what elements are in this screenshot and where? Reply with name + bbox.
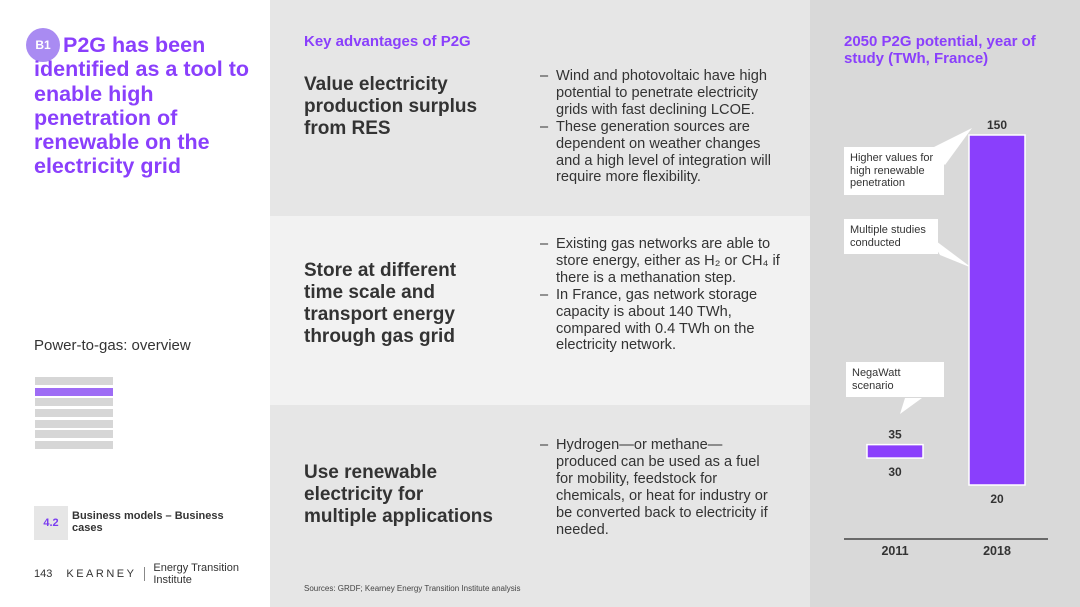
nav-bar-6[interactable]: [35, 430, 113, 439]
callout-higher-values: Higher values for high renewable penetra…: [844, 147, 944, 195]
advantage-point: Wind and photovoltaic have high potentia…: [540, 68, 780, 119]
advantage-title-1: Value electricity production surplus fro…: [304, 74, 478, 139]
advantage-title-3: Use renewable electricity for multiple a…: [304, 462, 493, 527]
callout-negawatt: NegaWatt scenario: [846, 362, 944, 397]
callout-pointer-negawatt: [900, 398, 922, 414]
advantage-point: In France, gas network storage capacity …: [540, 287, 780, 355]
left-panel: B1 P2G has been identified as a tool to …: [0, 0, 270, 607]
bar-2018: [968, 134, 1026, 486]
chart-panel: 2050 P2G potential, year of study (TWh, …: [810, 0, 1080, 607]
page-number: 143: [34, 568, 53, 580]
section-badge: B1: [26, 28, 60, 62]
advantage-title-2: Store at different time scale and transp…: [304, 260, 457, 347]
advantage-point: Existing gas networks are able to store …: [540, 236, 780, 287]
advantage-point: These generation sources are dependent o…: [540, 119, 780, 187]
nav-bar-1[interactable]: [35, 377, 113, 385]
footer: 143 KEARNEY Energy Transition Institute: [34, 562, 270, 586]
nav-bar-5[interactable]: [35, 419, 113, 428]
sources-note: Sources: GRDF; Kearney Energy Transition…: [304, 584, 521, 593]
nav-bar-3[interactable]: [35, 398, 113, 407]
footer-divider: [144, 567, 146, 581]
bar-label-low-2011: 30: [888, 465, 902, 479]
bar-label-low-2018: 20: [990, 492, 1004, 506]
nav-bar-7[interactable]: [35, 441, 113, 450]
institute-name: Energy Transition Institute: [153, 562, 239, 586]
nav-bar-2[interactable]: [35, 387, 113, 396]
bar-label-high-2011: 35: [888, 428, 902, 442]
section-navigator: [35, 377, 113, 452]
bar-label-high-2018: 150: [987, 118, 1007, 132]
advantage-points-1: Wind and photovoltaic have high potentia…: [540, 68, 780, 186]
chart-title: 2050 P2G potential, year of study (TWh, …: [844, 33, 1036, 67]
brand-logo: KEARNEY: [66, 568, 137, 580]
advantages-panel: Key advantages of P2G Value electricity …: [270, 0, 810, 607]
section-label: Business models – Business cases: [72, 510, 224, 534]
x-tick-2018: 2018: [983, 544, 1011, 558]
advantage-points-2: Existing gas networks are able to store …: [540, 236, 780, 354]
bar-2011: [866, 443, 924, 459]
callout-multiple-studies: Multiple studies conducted: [844, 219, 938, 254]
page-headline: P2G has been identified as a tool to ena…: [34, 33, 250, 179]
advantage-point: Hydrogen—or methane—produced can be used…: [540, 437, 780, 538]
callout-pointer-multiple: [928, 235, 972, 268]
section-number: 4.2: [34, 506, 68, 540]
advantages-heading: Key advantages of P2G: [304, 33, 471, 50]
advantage-points-3: Hydrogen—or methane—produced can be used…: [540, 437, 780, 538]
page-subtitle: Power-to-gas: overview: [34, 337, 191, 354]
x-tick-2011: 2011: [881, 544, 908, 558]
potential-chart: 35 30 2011 150 20 2018: [844, 118, 1048, 558]
nav-bar-4[interactable]: [35, 409, 113, 418]
